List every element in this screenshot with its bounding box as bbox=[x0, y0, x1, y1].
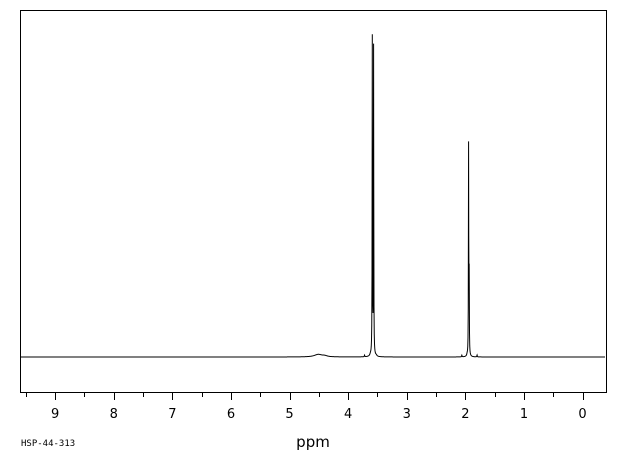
x-tick-label: 9 bbox=[51, 407, 59, 422]
x-tick-label: 0 bbox=[578, 407, 586, 422]
plot-frame bbox=[20, 10, 607, 393]
x-axis-label: ppm bbox=[296, 433, 330, 451]
x-axis-tick-labels: 9 8 7 6 5 4 3 2 1 0 bbox=[51, 407, 587, 422]
spectrum-trace bbox=[21, 34, 605, 358]
x-tick-label: 6 bbox=[227, 407, 235, 422]
x-tick-label: 2 bbox=[461, 407, 469, 422]
x-tick-label: 3 bbox=[403, 407, 411, 422]
x-tick-label: 8 bbox=[110, 407, 118, 422]
sample-id-label: HSP-44-313 bbox=[21, 439, 75, 449]
x-tick-label: 5 bbox=[285, 407, 293, 422]
x-tick-label: 7 bbox=[168, 407, 176, 422]
x-tick-label: 1 bbox=[520, 407, 528, 422]
x-tick-label: 4 bbox=[344, 407, 352, 422]
x-axis-ticks bbox=[26, 392, 584, 400]
